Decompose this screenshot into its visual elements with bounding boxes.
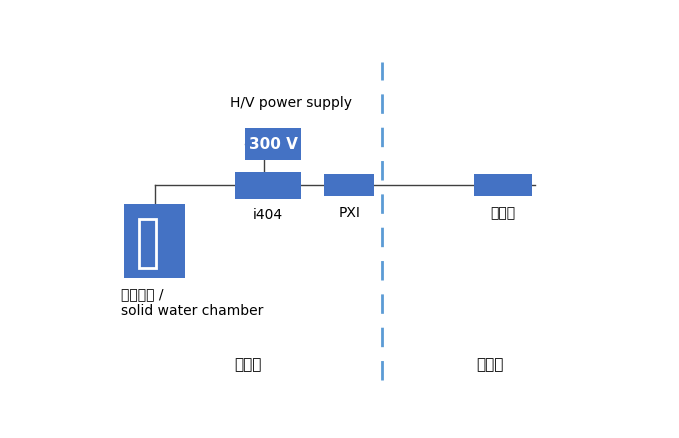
Text: H/V power supply: H/V power supply: [230, 96, 352, 110]
Text: 표적실: 표적실: [234, 356, 261, 371]
Text: 노트북: 노트북: [491, 205, 516, 219]
Text: PXI: PXI: [338, 205, 361, 219]
FancyBboxPatch shape: [245, 128, 301, 160]
Text: 조정실: 조정실: [477, 356, 504, 371]
Text: 300 V: 300 V: [249, 137, 297, 152]
FancyBboxPatch shape: [325, 175, 374, 197]
Text: i404: i404: [253, 208, 282, 222]
FancyBboxPatch shape: [124, 204, 185, 279]
FancyBboxPatch shape: [235, 172, 301, 199]
Text: solid water chamber: solid water chamber: [121, 304, 263, 317]
FancyBboxPatch shape: [474, 175, 532, 197]
Text: 이온첸버 /: 이온첸버 /: [121, 286, 163, 300]
FancyBboxPatch shape: [139, 219, 156, 268]
